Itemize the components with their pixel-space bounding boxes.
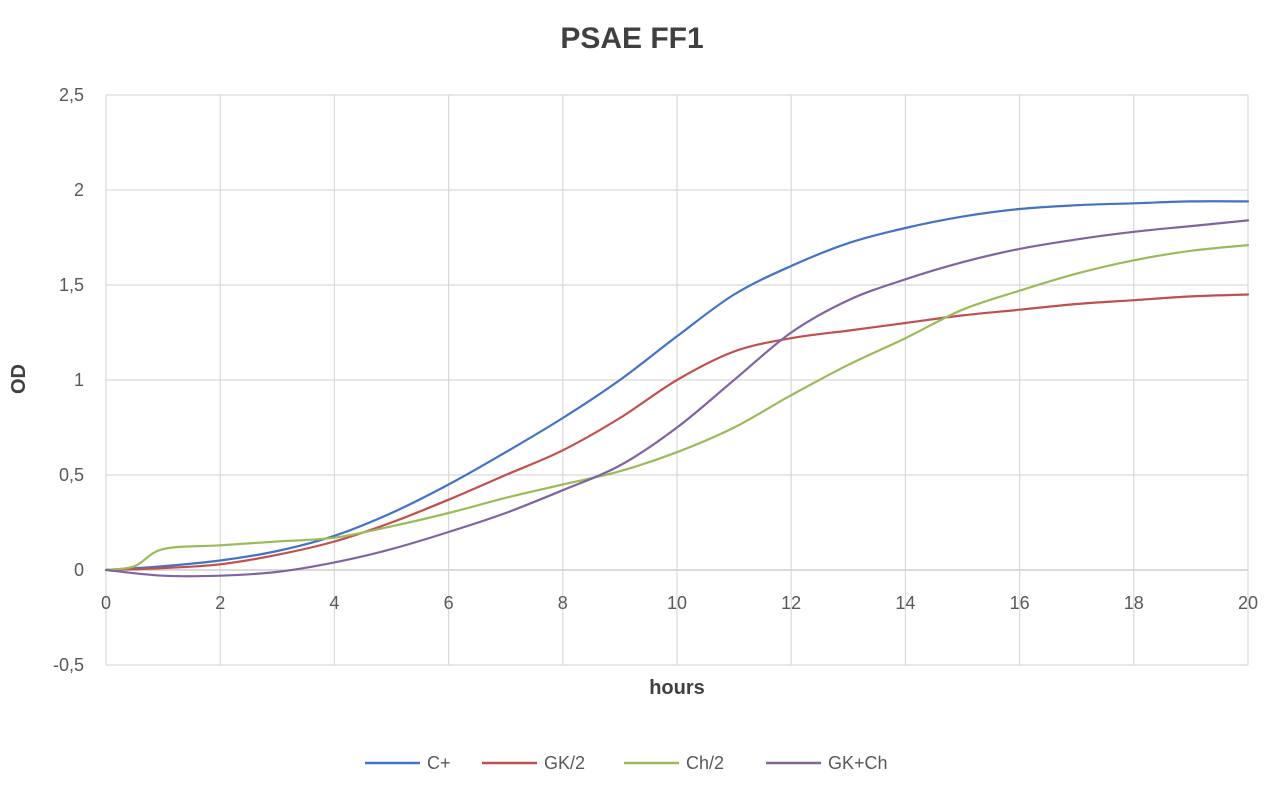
legend-label: GK+Ch (828, 753, 888, 773)
series-line-gk-2 (104, 293, 1250, 572)
x-tick-label: 2 (215, 593, 225, 613)
x-tick-label: 0 (101, 593, 111, 613)
x-tick-label: 8 (558, 593, 568, 613)
tick-labels: -0,5 0 0,5 1 1,5 2 2,5 0 2 4 6 8 10 12 14 16 18 20 (53, 85, 1258, 675)
y-tick-label: -0,5 (53, 655, 84, 675)
series-line-ch-2 (104, 244, 1250, 572)
series-line-gk-ch (104, 219, 1250, 578)
x-tick-label: 16 (1010, 593, 1030, 613)
x-tick-label: 12 (781, 593, 801, 613)
y-tick-label: 0 (74, 560, 84, 580)
y-axis-title: OD (8, 364, 30, 394)
y-tick-label: 2 (74, 180, 84, 200)
y-tick-label: 0,5 (59, 465, 84, 485)
x-tick-label: 18 (1124, 593, 1144, 613)
x-tick-label: 4 (329, 593, 339, 613)
x-axis-title: hours (649, 677, 705, 699)
legend: C+ GK/2 Ch/2 GK+Ch (365, 753, 888, 773)
y-tick-label: 1,5 (59, 275, 84, 295)
chart-title: PSAE FF1 (560, 22, 703, 55)
x-tick-label: 20 (1238, 593, 1258, 613)
x-tick-label: 6 (444, 593, 454, 613)
y-tick-label: 2,5 (59, 85, 84, 105)
legend-label: GK/2 (544, 753, 585, 773)
legend-label: Ch/2 (686, 753, 724, 773)
x-tick-label: 14 (895, 593, 915, 613)
x-tick-label: 10 (667, 593, 687, 613)
series-lines (104, 200, 1250, 578)
legend-label: C+ (427, 753, 451, 773)
series-line-c- (104, 200, 1250, 572)
y-tick-label: 1 (74, 370, 84, 390)
